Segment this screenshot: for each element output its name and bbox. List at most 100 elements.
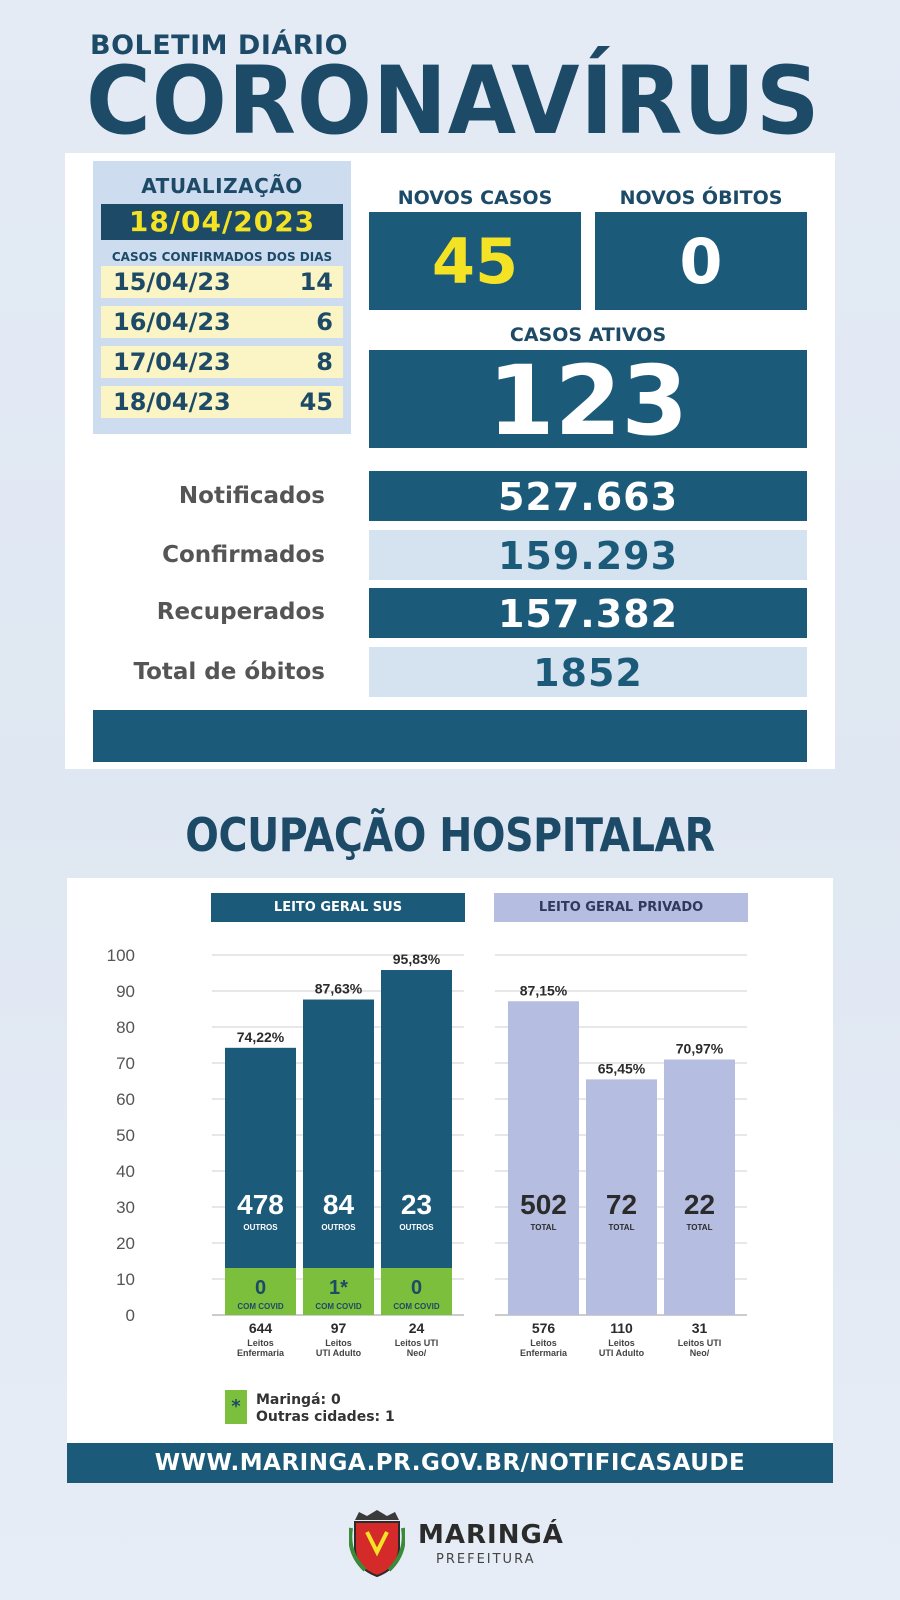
y-tick-label: 90: [116, 982, 135, 1001]
hospital-title: OCUPAÇÃO HOSPITALAR: [185, 808, 715, 862]
covid-count: 0: [411, 1277, 422, 1299]
stat-label-notificados: Notificados: [178, 483, 325, 509]
update-subtitle: CASOS CONFIRMADOS DOS DIAS: [111, 250, 333, 264]
bar-count-label: TOTAL: [531, 1223, 557, 1232]
daily-count: 8: [316, 348, 333, 376]
bar-count-label: OUTROS: [321, 1223, 356, 1232]
stat-value-recuperados: 157.382: [369, 588, 807, 638]
bar: [508, 1001, 579, 1315]
logo-subtitle: PREFEITURA: [436, 1552, 536, 1567]
y-tick-label: 70: [116, 1054, 135, 1073]
covid-label: COM COVID: [315, 1302, 361, 1311]
bed-category-label: Leitos: [530, 1338, 557, 1348]
bar-count: 478: [237, 1189, 284, 1220]
bed-total: 576: [532, 1320, 556, 1336]
bar-count-label: OUTROS: [243, 1223, 278, 1232]
daily-row: 16/04/23 6: [101, 306, 343, 338]
daily-row: 15/04/23 14: [101, 266, 343, 298]
bar-count: 502: [520, 1189, 567, 1220]
bed-category-label: Neo/: [407, 1348, 427, 1358]
bar-percent-label: 95,83%: [393, 951, 441, 967]
bar-percent-label: 70,97%: [676, 1041, 724, 1057]
bar: [225, 1047, 296, 1268]
y-tick-label: 50: [116, 1126, 135, 1145]
bed-total: 24: [409, 1320, 425, 1336]
bed-total: 97: [331, 1320, 347, 1336]
stat-label-confirmados: Confirmados: [162, 542, 325, 568]
daily-count: 6: [316, 308, 333, 336]
daily-count: 14: [299, 268, 333, 296]
bed-category-label: Leitos UTI: [678, 1338, 722, 1348]
y-tick-label: 80: [116, 1018, 135, 1037]
bar-count: 22: [684, 1189, 715, 1220]
daily-date: 17/04/23: [113, 348, 231, 376]
summary-footer-bar: [93, 710, 807, 762]
bed-category-label: UTI Adulto: [316, 1348, 362, 1358]
bulletin-subtitle: BOLETIM DIÁRIO: [90, 30, 349, 61]
new-deaths-value: 0: [595, 212, 807, 310]
legend-asterisk-swatch: *: [225, 1390, 247, 1424]
bed-category-label: Leitos UTI: [395, 1338, 439, 1348]
covid-count: 0: [255, 1277, 266, 1299]
update-title: ATUALIZAÇÃO: [141, 174, 303, 198]
bar-percent-label: 74,22%: [237, 1029, 285, 1045]
bed-category-label: Leitos: [325, 1338, 352, 1348]
bar: [664, 1059, 735, 1315]
bed-total: 644: [249, 1320, 273, 1336]
bar-count-label: TOTAL: [687, 1223, 713, 1232]
daily-date: 15/04/23: [113, 268, 231, 296]
bar-count: 72: [606, 1189, 637, 1220]
bed-total: 31: [692, 1320, 708, 1336]
stat-value-confirmados: 159.293: [369, 530, 807, 580]
sus-header: LEITO GERAL SUS: [211, 893, 465, 922]
y-tick-label: 0: [126, 1306, 135, 1325]
y-tick-label: 40: [116, 1162, 135, 1181]
y-tick-label: 20: [116, 1234, 135, 1253]
stat-value-obitos: 1852: [369, 647, 807, 697]
bar-count-label: TOTAL: [609, 1223, 635, 1232]
daily-date: 18/04/23: [113, 388, 231, 416]
bar: [586, 1079, 657, 1315]
covid-count: 1*: [329, 1277, 348, 1299]
stat-value-notificados: 527.663: [369, 471, 807, 521]
bar-percent-label: 65,45%: [598, 1060, 646, 1076]
bed-category-label: UTI Adulto: [599, 1348, 645, 1358]
covid-bar-segment: [225, 1268, 296, 1315]
daily-date: 16/04/23: [113, 308, 231, 336]
update-date: 18/04/2023: [101, 204, 343, 240]
active-cases-value: 123: [369, 350, 807, 452]
y-tick-label: 30: [116, 1198, 135, 1217]
website-link[interactable]: WWW.MARINGA.PR.GOV.BR/NOTIFICASAUDE: [67, 1443, 833, 1483]
legend-line: Outras cidades: 1: [256, 1409, 395, 1425]
bar-percent-label: 87,63%: [315, 981, 363, 997]
bed-category-label: Enfermaria: [520, 1348, 568, 1358]
new-cases-label: NOVOS CASOS: [397, 187, 553, 209]
stat-label-obitos: Total de óbitos: [133, 659, 325, 685]
logo-name: MARINGÁ: [418, 1520, 564, 1550]
stat-label-recuperados: Recuperados: [156, 599, 325, 625]
daily-count: 45: [299, 388, 333, 416]
daily-row: 17/04/23 8: [101, 346, 343, 378]
new-cases-value: 45: [369, 212, 581, 310]
covid-label: COM COVID: [237, 1302, 283, 1311]
covid-bar-segment: [303, 1268, 374, 1315]
coat-of-arms-icon: [349, 1510, 405, 1578]
bed-category-label: Enfermaria: [237, 1348, 285, 1358]
occupancy-chart: 0 10 20 30 40 50 60 70 80 90 100 0 COM COVID 478 OUTRO…: [107, 946, 747, 1358]
legend-line: Maringá: 0: [256, 1392, 341, 1408]
bed-category-label: Leitos: [608, 1338, 635, 1348]
covid-label: COM COVID: [393, 1302, 439, 1311]
y-tick-label: 10: [116, 1270, 135, 1289]
daily-row: 18/04/23 45: [101, 386, 343, 418]
bar-count: 23: [401, 1189, 432, 1220]
y-tick-label: 100: [107, 946, 135, 965]
bed-total: 110: [610, 1320, 633, 1336]
covid-bar-segment: [381, 1268, 452, 1315]
new-deaths-label: NOVOS ÓBITOS: [619, 187, 783, 209]
bar-count: 84: [323, 1189, 355, 1220]
bar: [381, 970, 452, 1268]
page-title: CORONAVÍRUS: [86, 47, 821, 156]
bed-category-label: Neo/: [690, 1348, 710, 1358]
private-header: LEITO GERAL PRIVADO: [494, 893, 748, 922]
bed-category-label: Leitos: [247, 1338, 274, 1348]
